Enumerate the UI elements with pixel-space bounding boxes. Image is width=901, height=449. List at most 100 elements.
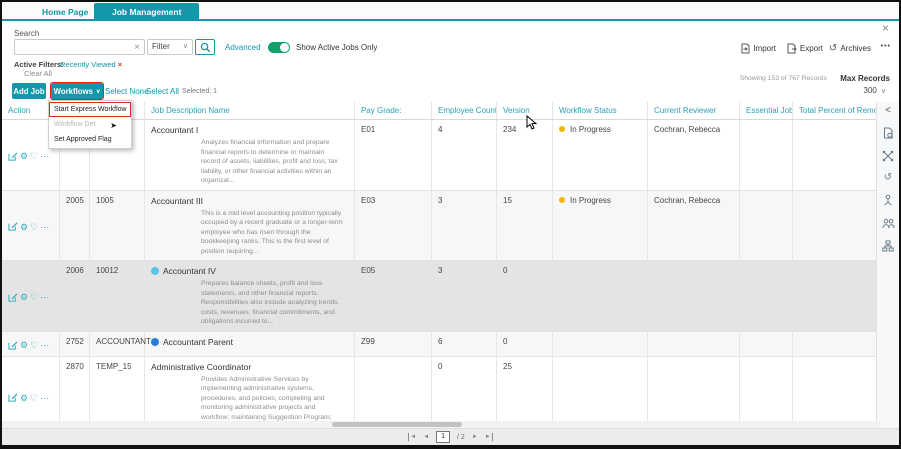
search-button[interactable] [195, 39, 215, 55]
heart-icon[interactable]: ♡ [30, 292, 39, 303]
more-row-actions-icon[interactable]: ⋯ [40, 340, 50, 351]
current-page[interactable]: 1 [436, 431, 451, 443]
toggle-knob [280, 43, 289, 52]
version-cell: 0 [497, 261, 553, 331]
more-row-actions-icon[interactable]: ⋯ [40, 392, 50, 403]
edit-icon[interactable] [8, 392, 18, 404]
more-row-actions-icon[interactable]: ⋯ [40, 292, 50, 303]
heart-icon[interactable]: ♡ [30, 151, 39, 162]
import-button[interactable]: Import [740, 43, 776, 54]
max-records-dropdown[interactable]: 300 ∨ [864, 86, 886, 95]
column-header-employee-count[interactable]: Employee Count [432, 102, 497, 119]
row-actions: ⚙ ♡ ⋯ [2, 190, 60, 261]
workflow-status-text: In Progress [570, 125, 611, 134]
column-header-current-reviewer[interactable]: Current Reviewer [648, 102, 740, 119]
mouse-cursor [526, 115, 538, 130]
document-preview-icon[interactable] [883, 127, 894, 139]
gear-icon[interactable]: ⚙ [20, 151, 29, 162]
table-row[interactable]: ⚙ ♡ ⋯ 2006 10012 Accountant IV Prepares balanc… [2, 261, 880, 332]
heart-icon[interactable]: ♡ [30, 340, 39, 351]
first-page-icon[interactable]: ◄ [408, 433, 417, 441]
filter-chip-recently-viewed[interactable]: Recently Viewed × [60, 60, 122, 69]
job-description-cell[interactable]: Accountant Parent [145, 331, 355, 356]
menu-item-start-express-workflow[interactable]: Start Express Workflow [49, 102, 131, 117]
workflow-status-text: In Progress [570, 195, 611, 205]
job-description: Analyzes financial information and prepa… [201, 139, 338, 185]
column-header-blank-2[interactable] [90, 102, 145, 119]
gear-icon[interactable]: ⚙ [20, 392, 29, 403]
version-cell: 25 [497, 356, 553, 434]
search-input[interactable]: × [14, 39, 145, 55]
column-header-version[interactable]: Version [497, 102, 553, 119]
close-icon[interactable]: × [881, 21, 889, 35]
job-id: 2870 [60, 356, 90, 434]
gear-icon[interactable]: ⚙ [20, 292, 29, 303]
edit-icon[interactable] [8, 151, 18, 163]
more-actions-button[interactable]: ••• [881, 43, 891, 50]
table-row[interactable]: ⚙ ♡ ⋯ 2005 1005 Accountant III This is a mid l… [2, 190, 880, 262]
employee-count-cell: 4 [432, 120, 497, 190]
next-page-icon[interactable]: ► [471, 434, 478, 440]
export-icon [787, 43, 797, 54]
clear-search-icon[interactable]: × [134, 42, 140, 53]
tab-home-page[interactable]: Home Page [42, 7, 89, 17]
max-records-value: 300 [863, 86, 877, 95]
menu-item-workflow-det[interactable]: Workflow Det ➤ [54, 121, 117, 130]
clear-all-link[interactable]: Clear All [24, 69, 52, 78]
heart-icon[interactable]: ♡ [30, 392, 39, 403]
horizontal-scrollbar[interactable] [2, 421, 880, 428]
job-description-cell[interactable]: Accountant III This is a mid level accoun… [145, 190, 355, 261]
job-badge-icon [151, 267, 159, 276]
more-row-actions-icon[interactable]: ⋯ [40, 221, 50, 232]
job-description-cell[interactable]: Accountant IV Prepares balance sheets, pr… [145, 261, 355, 331]
heart-icon[interactable]: ♡ [30, 221, 39, 232]
tab-job-management[interactable]: Job Management [94, 3, 200, 21]
job-description-cell[interactable]: Accountant I Analyzes financial informati… [145, 120, 355, 190]
edit-icon[interactable] [8, 221, 18, 233]
workflow-nodes-icon[interactable] [882, 150, 894, 162]
add-job-button[interactable]: Add Job [12, 83, 46, 99]
active-jobs-toggle[interactable] [268, 42, 290, 53]
team-icon[interactable] [882, 218, 895, 229]
menu-item-set-approved-flag[interactable]: Set Approved Flag [54, 136, 112, 143]
scrollbar-thumb[interactable] [332, 422, 462, 427]
remove-filter-icon[interactable]: × [117, 60, 123, 69]
advanced-link[interactable]: Advanced [225, 43, 261, 52]
edit-icon[interactable] [8, 292, 18, 304]
gear-icon[interactable]: ⚙ [20, 221, 29, 232]
last-page-icon[interactable]: ► [484, 433, 493, 441]
filter-label: Filter [152, 42, 170, 51]
select-none-link[interactable]: Select None [105, 87, 149, 96]
archives-button[interactable]: ↺ Archives [829, 43, 871, 54]
column-header-job-description-name[interactable]: Job Description Name [145, 102, 355, 119]
column-header-total-percent-of-remote[interactable]: Total Percent of Remote [799, 106, 880, 115]
gear-icon[interactable]: ⚙ [20, 340, 29, 351]
approval-hierarchy-icon[interactable] [882, 194, 894, 207]
workflow-status-cell [553, 261, 648, 331]
pay-grade-cell: E03 [355, 190, 432, 261]
filter-dropdown[interactable]: Filter ∨ [147, 39, 193, 55]
current-reviewer-cell [648, 331, 740, 356]
column-header-essential-job[interactable]: Essential Job [740, 102, 793, 119]
select-all-link[interactable]: Select All [146, 87, 179, 96]
history-icon[interactable]: ↺ [883, 172, 893, 183]
column-header-pay-grade[interactable]: Pay Grade: [355, 102, 432, 119]
collapse-panel-icon[interactable]: < [885, 105, 891, 116]
prev-page-icon[interactable]: ◄ [423, 434, 430, 440]
table-row[interactable]: ⚙ ♡ ⋯ Accountant I Analyzes financial inform… [2, 120, 880, 191]
workflows-label: Workflows [53, 86, 93, 96]
more-row-actions-icon[interactable]: ⋯ [40, 151, 50, 162]
search-icon [200, 42, 210, 52]
employee-count-cell: 3 [432, 261, 497, 331]
column-header-workflow-status[interactable]: Workflow Status [553, 102, 648, 119]
job-code: 1005 [90, 190, 145, 261]
status-dot-icon [559, 196, 565, 203]
job-id: 2006 [60, 261, 90, 331]
org-chart-icon[interactable] [882, 240, 894, 252]
export-button[interactable]: Export [787, 43, 823, 54]
job-title: Administrative Coordinator [151, 361, 252, 372]
edit-icon[interactable] [8, 340, 18, 352]
table-row[interactable]: ⚙ ♡ ⋯ 2752 ACCOUNTANT Accountant Parent Z99 6 0 [2, 331, 880, 357]
workflows-button[interactable]: Workflows ∨ [50, 82, 104, 100]
